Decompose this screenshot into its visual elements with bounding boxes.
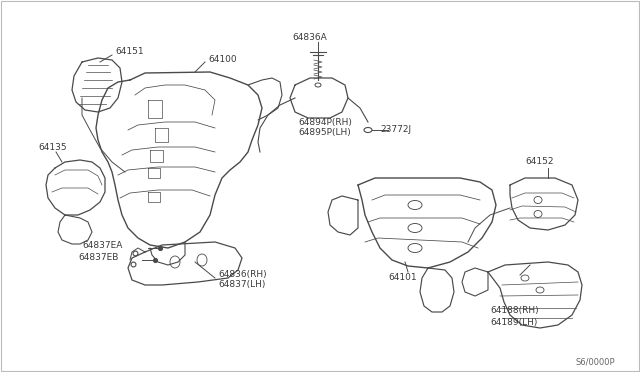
Text: 64836A: 64836A <box>292 33 327 42</box>
Text: 64837EB: 64837EB <box>78 253 118 263</box>
Text: 64837(LH): 64837(LH) <box>218 280 266 289</box>
Text: 64135: 64135 <box>38 144 67 153</box>
Text: 64151: 64151 <box>115 48 143 57</box>
Text: 64189(LH): 64189(LH) <box>490 317 538 327</box>
Text: S6/0000P: S6/0000P <box>576 357 616 366</box>
Text: 23772J: 23772J <box>380 125 411 135</box>
Text: 64100: 64100 <box>208 55 237 64</box>
Text: 64836(RH): 64836(RH) <box>218 269 267 279</box>
Text: 64837EA: 64837EA <box>82 241 122 250</box>
Text: 64152: 64152 <box>525 157 554 167</box>
Text: 64894P(RH): 64894P(RH) <box>298 118 352 126</box>
Text: 64895P(LH): 64895P(LH) <box>298 128 351 137</box>
Text: 64188(RH): 64188(RH) <box>490 305 539 314</box>
Text: 64101: 64101 <box>388 273 417 282</box>
